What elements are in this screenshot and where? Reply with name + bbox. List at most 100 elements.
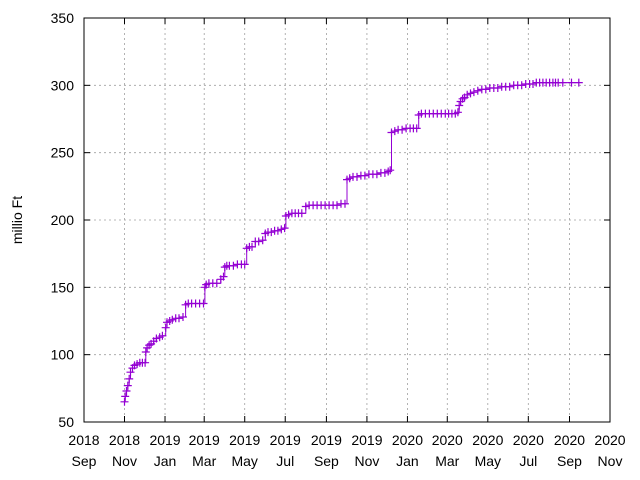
data-point bbox=[360, 171, 369, 180]
y-tick-label: 250 bbox=[51, 145, 75, 161]
data-point bbox=[141, 348, 150, 356]
data-point bbox=[353, 172, 361, 181]
y-tick-label: 150 bbox=[51, 279, 75, 295]
x-tick-month: Jul bbox=[276, 453, 294, 469]
data-point bbox=[141, 358, 150, 367]
series-line bbox=[124, 82, 579, 403]
data-point bbox=[380, 168, 389, 177]
data-point bbox=[567, 78, 576, 87]
x-tick-year: 2020 bbox=[594, 432, 625, 448]
x-tick-month: May bbox=[475, 453, 501, 469]
x-tick-month: Sep bbox=[72, 453, 97, 469]
data-point bbox=[175, 314, 183, 323]
data-point bbox=[458, 94, 467, 103]
data-point bbox=[121, 392, 130, 401]
data-point bbox=[469, 88, 478, 97]
data-point bbox=[280, 224, 289, 233]
data-point bbox=[505, 82, 514, 91]
data-point bbox=[125, 374, 134, 383]
data-point bbox=[273, 226, 282, 235]
x-tick-month: Jan bbox=[396, 453, 419, 469]
data-point bbox=[258, 236, 267, 245]
x-tick-year: 2019 bbox=[149, 432, 180, 448]
grid bbox=[84, 18, 610, 422]
data-point bbox=[297, 209, 306, 218]
x-tick-year: 2020 bbox=[432, 432, 463, 448]
x-tick-year: 2019 bbox=[270, 432, 301, 448]
y-tick-label: 300 bbox=[51, 77, 75, 93]
x-tick-month: Mar bbox=[192, 453, 216, 469]
data-point bbox=[199, 299, 208, 308]
data-point bbox=[384, 167, 393, 176]
data-point bbox=[267, 228, 276, 237]
x-tick-year: 2019 bbox=[311, 432, 342, 448]
data-point bbox=[277, 225, 286, 234]
x-tick-month: May bbox=[231, 453, 257, 469]
data-point bbox=[229, 261, 238, 270]
data-point bbox=[158, 331, 167, 340]
y-tick-label: 200 bbox=[51, 212, 75, 228]
data-point bbox=[372, 170, 381, 179]
data-point bbox=[529, 80, 537, 88]
x-tick-year: 2019 bbox=[189, 432, 220, 448]
data-point bbox=[120, 397, 129, 406]
data-point bbox=[168, 315, 177, 324]
plot-frame bbox=[83, 17, 611, 423]
x-tick-year: 2020 bbox=[513, 432, 544, 448]
data-point bbox=[179, 313, 187, 321]
ticks bbox=[83, 17, 611, 423]
data-point bbox=[126, 368, 135, 377]
y-tick-label: 100 bbox=[51, 347, 75, 363]
data-point bbox=[284, 210, 293, 219]
data-point bbox=[333, 201, 341, 210]
data-point bbox=[463, 90, 472, 99]
y-tick-label: 50 bbox=[58, 414, 74, 430]
x-tick-month: Mar bbox=[435, 453, 459, 469]
data-point bbox=[386, 166, 395, 175]
data-point bbox=[220, 263, 229, 272]
x-tick-year: 2019 bbox=[229, 432, 260, 448]
y-tick-label: 350 bbox=[51, 10, 75, 26]
x-tick-month: Jul bbox=[519, 453, 537, 469]
data-point bbox=[493, 84, 502, 92]
x-tick-month: Nov bbox=[112, 453, 137, 469]
data-point bbox=[122, 387, 131, 395]
series-markers bbox=[120, 78, 583, 406]
data-point bbox=[390, 127, 399, 136]
data-point bbox=[341, 199, 349, 208]
data-point bbox=[473, 86, 482, 95]
x-tick-month: Nov bbox=[598, 453, 623, 469]
x-tick-year: 2018 bbox=[109, 432, 140, 448]
data-point bbox=[301, 202, 310, 211]
x-tick-labels: 2018 Sep 2018 Nov 2019 Jan 2019 Mar 2019 May 2019 J… bbox=[68, 432, 625, 469]
data-point bbox=[574, 78, 583, 87]
x-tick-year: 2020 bbox=[554, 432, 585, 448]
data-point bbox=[240, 260, 249, 269]
data-point bbox=[345, 174, 354, 183]
x-tick-month: Nov bbox=[354, 453, 379, 469]
series-layer bbox=[120, 78, 583, 406]
data-point bbox=[212, 279, 221, 288]
data-point bbox=[161, 323, 170, 332]
data-point bbox=[412, 124, 421, 133]
data-point bbox=[123, 381, 132, 390]
x-tick-year: 2019 bbox=[351, 432, 382, 448]
x-tick-month: Sep bbox=[314, 453, 339, 469]
data-point bbox=[387, 128, 396, 137]
x-tick-month: Jan bbox=[154, 453, 177, 469]
data-point bbox=[248, 242, 256, 251]
data-point bbox=[152, 334, 161, 343]
y-axis-title: millio Ft bbox=[9, 196, 25, 244]
data-point bbox=[219, 272, 228, 281]
data-point bbox=[466, 89, 475, 98]
data-point bbox=[455, 101, 464, 110]
data-point bbox=[398, 125, 407, 134]
data-point bbox=[145, 341, 154, 350]
data-point bbox=[558, 78, 567, 87]
x-tick-month: Sep bbox=[557, 453, 582, 469]
x-tick-year: 2020 bbox=[472, 432, 503, 448]
y-tick-labels: 50 100 150 200 250 300 350 bbox=[51, 10, 75, 430]
x-tick-year: 2018 bbox=[68, 432, 99, 448]
data-point bbox=[481, 85, 490, 94]
